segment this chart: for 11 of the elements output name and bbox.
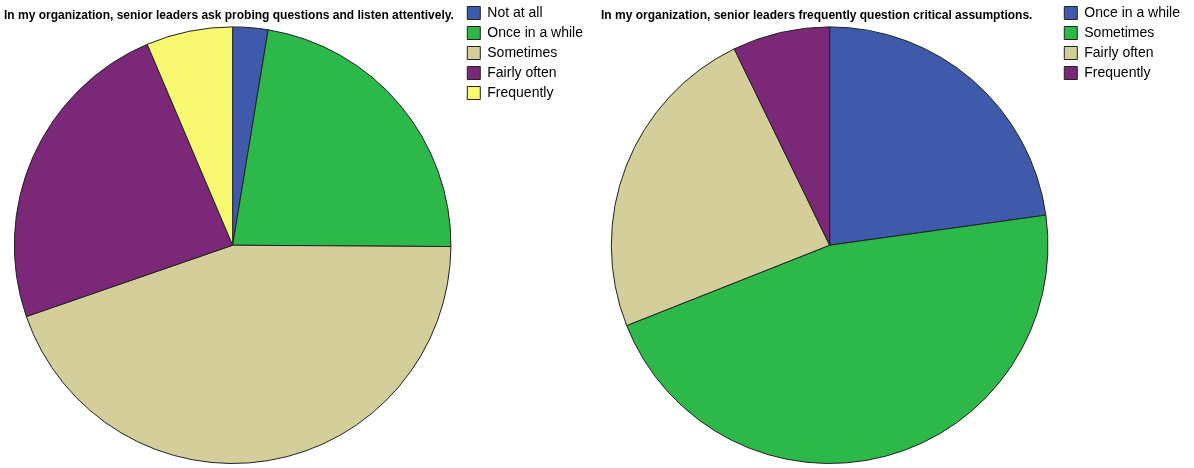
legend-label: Once in a while xyxy=(1084,3,1181,20)
legend-label: Once in a while xyxy=(487,23,584,40)
legend-label: Sometimes xyxy=(1084,23,1155,40)
chart-title: In my organization, senior leaders frequently question critical assumptions. xyxy=(601,7,1033,22)
legend-label: Frequently xyxy=(487,83,554,100)
legend-label: Fairly often xyxy=(487,63,557,80)
legend-label: Frequently xyxy=(1084,63,1151,80)
legend-label: Sometimes xyxy=(487,43,558,60)
legend-label: Fairly often xyxy=(1084,43,1154,60)
chart-title: In my organization, senior leaders ask probing questions and listen attentively. xyxy=(4,7,454,22)
legend-label: Not at all xyxy=(487,3,543,20)
